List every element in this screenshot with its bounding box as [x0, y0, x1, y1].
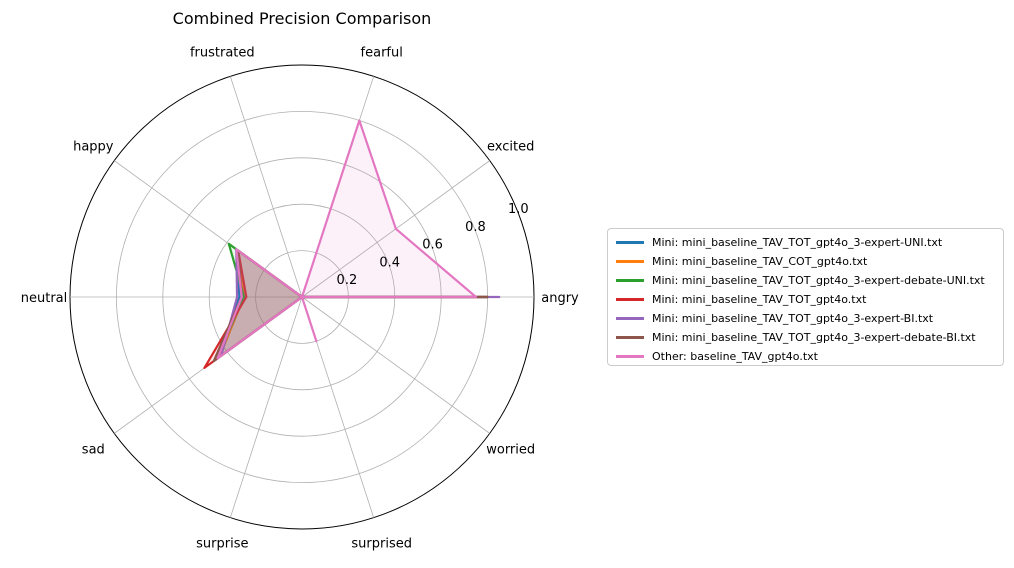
category-label: angry	[541, 291, 579, 306]
radial-tick-label: 0.6	[422, 238, 443, 253]
series-fill	[213, 250, 488, 362]
legend-item: Mini: mini_baseline_TAV_TOT_gpt4o_3-expe…	[616, 328, 1003, 347]
legend-swatch	[616, 241, 644, 244]
legend-swatch	[616, 317, 644, 320]
legend-item: Other: baseline_TAV_gpt4o.txt	[616, 347, 1003, 366]
legend-item: Mini: mini_baseline_TAV_TOT_gpt4o_3-expe…	[616, 309, 1003, 328]
legend-label: Mini: mini_baseline_TAV_TOT_gpt4o.txt	[652, 293, 867, 306]
category-label: fearful	[361, 46, 403, 61]
series-line	[216, 119, 478, 360]
series-fill	[217, 120, 477, 359]
chart-title: Combined Precision Comparison	[173, 9, 432, 28]
legend-label: Mini: mini_baseline_TAV_COT_gpt4o.txt	[652, 255, 868, 268]
legend-item: Mini: mini_baseline_TAV_TOT_gpt4o_3-expe…	[616, 271, 1003, 290]
spoke-line	[229, 76, 303, 298]
series-fill	[204, 250, 488, 368]
series-fill	[219, 250, 488, 357]
legend-label: Mini: mini_baseline_TAV_TOT_gpt4o_3-expe…	[652, 331, 976, 344]
legend-label: Mini: mini_baseline_TAV_TOT_gpt4o_3-expe…	[652, 236, 943, 249]
legend-swatch	[616, 298, 644, 301]
legend-label: Mini: mini_baseline_TAV_TOT_gpt4o_3-expe…	[652, 274, 985, 287]
legend-item: Mini: mini_baseline_TAV_TOT_gpt4o.txt	[616, 290, 1003, 309]
category-label: happy	[73, 139, 114, 154]
series-fill	[215, 243, 488, 360]
category-label: sad	[82, 443, 105, 458]
legend-item: Mini: mini_baseline_TAV_COT_gpt4o.txt	[616, 252, 1003, 271]
legend-swatch	[616, 336, 644, 339]
radar-labels: angry excited fearful frustrated happy neutra…	[21, 46, 579, 552]
radial-tick-label: 0.8	[465, 220, 486, 235]
spoke-line	[301, 296, 490, 434]
legend-label: Other: baseline_TAV_gpt4o.txt	[652, 350, 818, 363]
legend-swatch	[616, 355, 644, 358]
radial-tick-label: 0.4	[379, 256, 400, 271]
chart-legend: Mini: mini_baseline_TAV_TOT_gpt4o_3-expe…	[607, 228, 1004, 366]
legend-swatch	[616, 260, 644, 263]
series-fill	[217, 249, 488, 359]
radial-tick-label: 0.2	[337, 273, 358, 288]
category-label: worried	[486, 443, 535, 458]
category-label: surprised	[351, 536, 412, 551]
category-label: surprise	[196, 536, 248, 551]
category-label: neutral	[21, 291, 68, 306]
category-label: excited	[487, 139, 534, 154]
legend-swatch	[616, 279, 644, 282]
radar-series	[203, 119, 501, 370]
spoke-line	[229, 296, 303, 518]
category-label: frustrated	[190, 46, 255, 61]
legend-label: Mini: mini_baseline_TAV_TOT_gpt4o_3-expe…	[652, 312, 934, 325]
radial-tick-label: 1.0	[508, 202, 529, 217]
legend-item: Mini: mini_baseline_TAV_TOT_gpt4o_3-expe…	[616, 233, 1003, 252]
